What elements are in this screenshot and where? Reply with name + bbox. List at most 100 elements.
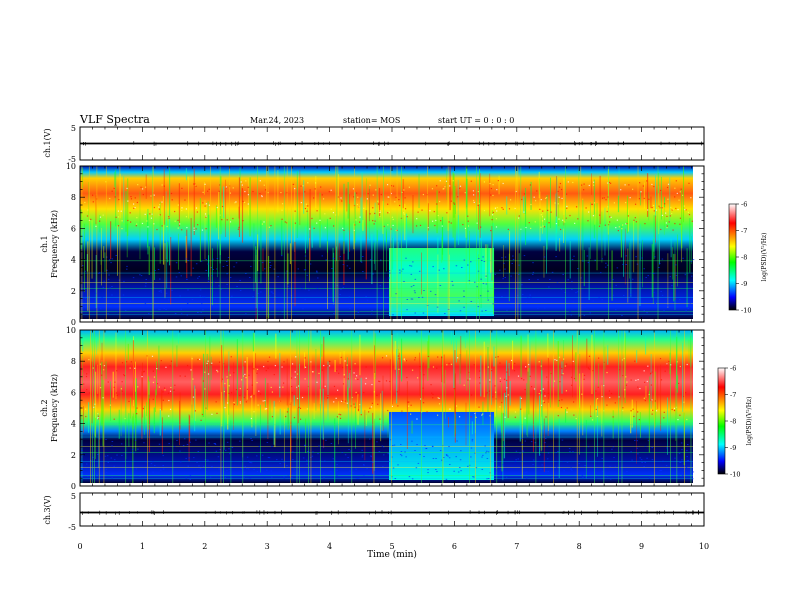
spectral-speckle [675, 207, 677, 210]
spectral-speckle [123, 280, 125, 282]
spectral-speckle [510, 359, 513, 362]
spectral-speckle [604, 224, 606, 226]
spectral-speckle [495, 398, 497, 400]
ch2-spec-ylabel-line1: ch.2 [40, 399, 49, 416]
spectral-speckle [316, 222, 318, 224]
spectral-speckle [410, 273, 413, 275]
spectral-speckle [180, 313, 183, 315]
spectral-speckle [565, 390, 568, 392]
spectral-speckle [179, 295, 181, 297]
spectral-speckle [435, 469, 437, 470]
spectral-speckle [215, 268, 218, 270]
spectral-speckle [267, 367, 269, 369]
spectral-speckle [166, 225, 168, 228]
x-tick-label: 1 [140, 542, 145, 551]
spectral-speckle [103, 364, 105, 367]
spectral-speckle [304, 269, 307, 271]
spectral-speckle [308, 451, 311, 453]
ch1-waveform-noise [83, 141, 702, 146]
spectral-speckle [385, 304, 387, 306]
ch1-spectrogram-texture [80, 166, 695, 319]
spectral-speckle [315, 270, 318, 272]
spectral-speckle [222, 466, 224, 468]
spectral-speckle [369, 184, 371, 186]
spectral-speckle [238, 226, 240, 229]
spectral-speckle [422, 312, 425, 314]
spectral-speckle [202, 309, 204, 311]
spectral-speckle [181, 207, 183, 209]
spectral-speckle [540, 390, 542, 392]
spectral-speckle [99, 387, 102, 389]
spectral-speckle [316, 287, 319, 289]
spectral-speckle [573, 255, 575, 257]
ch3-v-ylabel: ch.3(V) [43, 495, 52, 524]
spectral-speckle [478, 406, 480, 408]
spectral-speckle [529, 375, 531, 377]
spectral-speckle [118, 474, 120, 475]
spectral-speckle [192, 378, 194, 380]
spectral-speckle [188, 457, 190, 459]
spectral-speckle [311, 455, 314, 457]
spectral-speckle [128, 400, 130, 403]
spectral-speckle [490, 187, 493, 190]
spectral-speckle [263, 478, 266, 480]
spectral-speckle [145, 279, 148, 280]
spectral-speckle [494, 301, 497, 302]
spectral-speckle [165, 292, 168, 294]
spectral-speckle [308, 289, 310, 291]
spectral-speckle [329, 217, 331, 219]
spectral-speckle [499, 380, 501, 383]
spectral-speckle [669, 215, 671, 217]
spectral-speckle [106, 455, 109, 457]
spectral-speckle [375, 189, 377, 191]
spectral-speckle [332, 212, 335, 214]
spectral-speckle [306, 463, 308, 465]
spectral-speckle [432, 220, 434, 222]
spectral-speckle [578, 314, 581, 316]
spectral-speckle [450, 222, 452, 224]
spectral-speckle [487, 290, 489, 292]
spectral-speckle [503, 262, 505, 264]
spectral-speckle [477, 204, 479, 206]
spectral-speckle [383, 454, 385, 456]
spectral-speckle [324, 227, 326, 229]
spectral-speckle [245, 273, 247, 275]
spectral-speckle [341, 200, 343, 202]
spectral-speckle [675, 305, 678, 306]
spectral-speckle [616, 219, 618, 221]
spectral-speckle [638, 418, 640, 421]
spectral-speckle [481, 310, 483, 312]
spectral-speckle [259, 393, 262, 395]
spectral-speckle [486, 458, 489, 459]
spectral-speckle [320, 186, 322, 188]
spectral-speckle [99, 308, 102, 310]
spectral-speckle [403, 213, 405, 215]
spectral-speckle [224, 449, 227, 451]
spectral-speckle [653, 292, 655, 293]
spectral-speckle [124, 375, 126, 377]
spectral-speckle [392, 467, 395, 469]
spectral-speckle [162, 399, 164, 401]
spectral-speckle [184, 375, 186, 377]
spectral-speckle [583, 378, 585, 380]
spectral-speckle [500, 469, 502, 471]
spectral-speckle [135, 225, 137, 227]
spectral-speckle [510, 275, 512, 277]
spectral-speckle [217, 371, 219, 373]
spectral-speckle [92, 456, 94, 458]
spectral-speckle [294, 371, 296, 373]
spectral-speckle [622, 374, 624, 377]
spectral-speckle [429, 210, 431, 212]
spectral-speckle [180, 275, 183, 277]
spectral-speckle [256, 471, 259, 473]
spectral-speckle [170, 386, 172, 389]
spectral-speckle [470, 180, 472, 182]
spectral-speckle [612, 446, 615, 448]
spectral-speckle [681, 449, 683, 451]
spectral-speckle [416, 377, 419, 379]
spectral-speckle [84, 270, 86, 272]
spectral-speckle [517, 217, 520, 219]
spectral-speckle [312, 371, 314, 373]
spectral-speckle [287, 474, 289, 476]
spectral-speckle [635, 256, 637, 258]
